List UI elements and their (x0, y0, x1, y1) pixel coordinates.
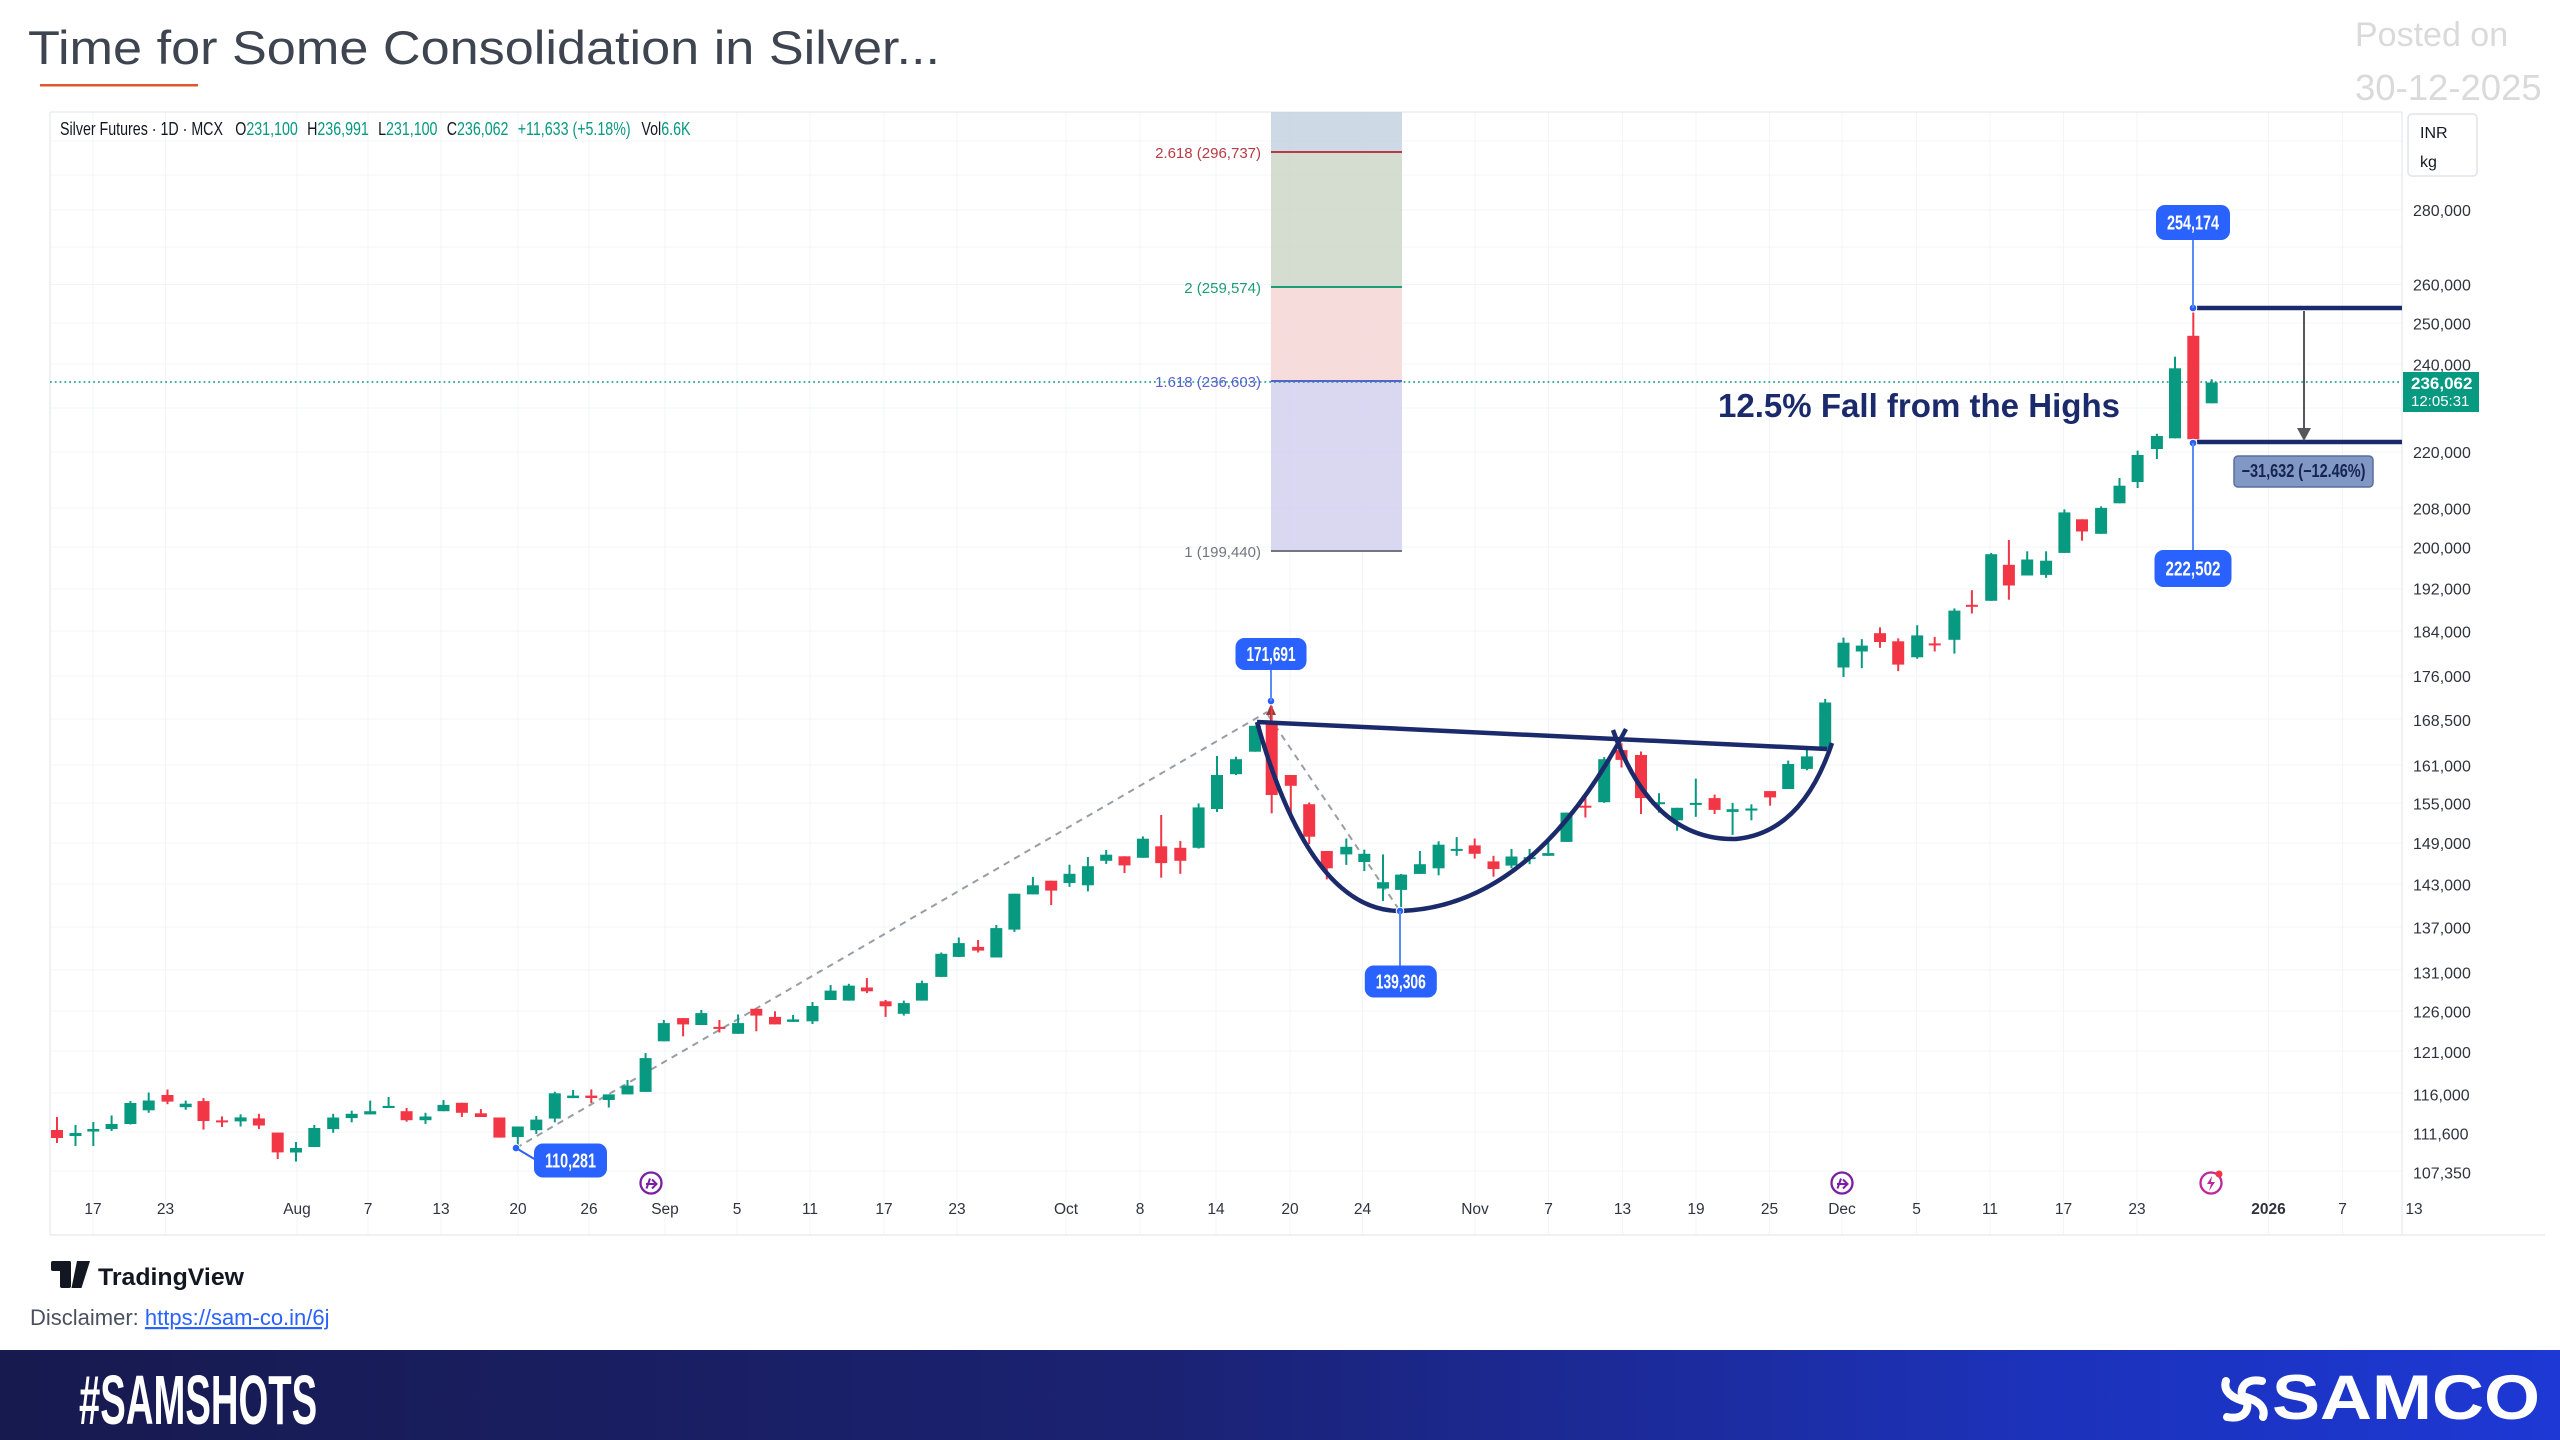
svg-text:126,000: 126,000 (2413, 1005, 2471, 1022)
svg-text:17: 17 (875, 1201, 892, 1218)
svg-text:260,000: 260,000 (2413, 277, 2471, 294)
svg-text:12:05:31: 12:05:31 (2411, 393, 2469, 410)
svg-text:20: 20 (509, 1201, 527, 1218)
svg-text:240,000: 240,000 (2413, 358, 2471, 375)
svg-text:131,000: 131,000 (2413, 966, 2471, 983)
svg-text:149,000: 149,000 (2413, 836, 2471, 853)
svg-text:192,000: 192,000 (2413, 582, 2471, 599)
svg-text:Dec: Dec (1828, 1201, 1856, 1218)
svg-text:23: 23 (948, 1201, 965, 1218)
svg-text:7: 7 (2338, 1201, 2347, 1218)
svg-text:Aug: Aug (283, 1201, 311, 1218)
svg-text:161,000: 161,000 (2413, 759, 2471, 776)
svg-text:111,600: 111,600 (2413, 1126, 2469, 1143)
svg-text:121,000: 121,000 (2413, 1045, 2471, 1062)
svg-text:11: 11 (1982, 1201, 1998, 1218)
svg-text:20: 20 (1281, 1201, 1299, 1218)
svg-text:Oct: Oct (1054, 1201, 1079, 1218)
svg-text:139,306: 139,306 (1376, 972, 1426, 994)
svg-text:13: 13 (432, 1201, 449, 1218)
svg-text:107,350: 107,350 (2413, 1165, 2471, 1182)
svg-text:14: 14 (1207, 1201, 1225, 1218)
svg-text:5: 5 (733, 1201, 742, 1218)
svg-text:5: 5 (1912, 1201, 1921, 1218)
svg-text:SAMCO: SAMCO (2272, 1363, 2540, 1433)
svg-text:110,281: 110,281 (545, 1151, 596, 1173)
svg-text:1 (199,440): 1 (199,440) (1184, 544, 1261, 561)
svg-text:−31,632 (−12.46%): −31,632 (−12.46%) (2242, 461, 2366, 481)
svg-text:254,174: 254,174 (2167, 213, 2220, 235)
svg-text:Posted on: Posted on (2355, 16, 2508, 54)
svg-text:137,000: 137,000 (2413, 921, 2471, 938)
svg-text:Sep: Sep (651, 1201, 679, 1218)
svg-text:7: 7 (364, 1201, 373, 1218)
svg-text:23: 23 (2128, 1201, 2145, 1218)
svg-text:171,691: 171,691 (1247, 644, 1296, 666)
svg-text:236,062: 236,062 (2411, 374, 2472, 393)
svg-text:Disclaimer: https://sam-co.in/: Disclaimer: https://sam-co.in/6j (30, 1305, 330, 1330)
svg-text:17: 17 (2055, 1201, 2072, 1218)
svg-text:25: 25 (1761, 1201, 1778, 1218)
svg-text:2026: 2026 (2251, 1201, 2286, 1218)
svg-text:8: 8 (1136, 1201, 1145, 1218)
svg-text:13: 13 (1614, 1201, 1631, 1218)
svg-text:176,000: 176,000 (2413, 669, 2471, 686)
svg-text:280,000: 280,000 (2413, 203, 2471, 220)
svg-text:23: 23 (157, 1201, 174, 1218)
svg-text:143,000: 143,000 (2413, 878, 2471, 895)
svg-text:17: 17 (84, 1201, 101, 1218)
svg-text:Time for Some Consolidation in: Time for Some Consolidation in Silver... (28, 21, 940, 74)
svg-text:INR: INR (2420, 125, 2448, 142)
svg-text:184,000: 184,000 (2413, 624, 2471, 641)
svg-text:26: 26 (580, 1201, 597, 1218)
svg-text:155,000: 155,000 (2413, 797, 2471, 814)
svg-text:12.5% Fall from the Highs: 12.5% Fall from the Highs (1718, 387, 2120, 424)
svg-text:24: 24 (1354, 1201, 1372, 1218)
svg-text:220,000: 220,000 (2413, 445, 2471, 462)
svg-text:TradingView: TradingView (98, 1264, 245, 1291)
svg-text:30-12-2025: 30-12-2025 (2355, 67, 2542, 108)
svg-text:250,000: 250,000 (2413, 317, 2471, 334)
svg-text:222,502: 222,502 (2166, 559, 2221, 581)
svg-text:208,000: 208,000 (2413, 501, 2471, 518)
svg-text:#SAMSHOTS: #SAMSHOTS (79, 1362, 317, 1440)
svg-text:200,000: 200,000 (2413, 541, 2471, 558)
svg-text:13: 13 (2405, 1201, 2422, 1218)
svg-text:11: 11 (802, 1201, 818, 1218)
svg-text:kg: kg (2420, 154, 2437, 171)
svg-text:168,500: 168,500 (2413, 713, 2471, 730)
svg-text:Nov: Nov (1461, 1201, 1489, 1218)
svg-text:2.618 (296,737): 2.618 (296,737) (1155, 145, 1261, 162)
svg-text:19: 19 (1687, 1201, 1704, 1218)
svg-text:7: 7 (1544, 1201, 1553, 1218)
svg-text:2 (259,574): 2 (259,574) (1184, 280, 1261, 297)
svg-text:116,000: 116,000 (2413, 1088, 2470, 1105)
